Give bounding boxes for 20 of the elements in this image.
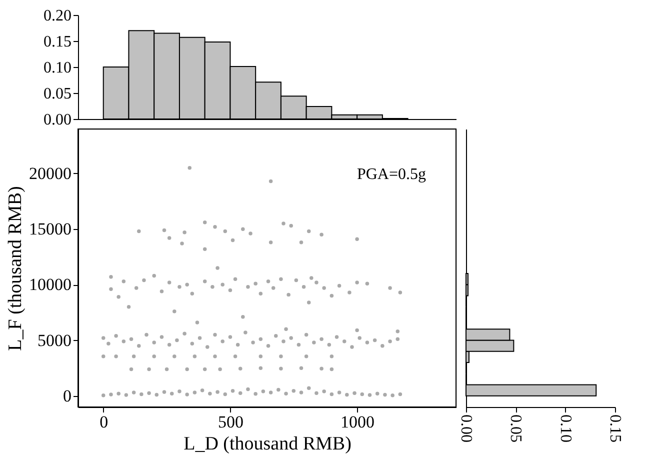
y-tick-label: 0.10 [44,60,72,76]
x-tick-label: 0 [100,412,108,432]
x-tick-label: 0.00 [458,414,474,442]
y-tick-label: 15000 [29,220,72,239]
x-tick-label: 0.15 [606,414,624,442]
y-tick-label: 10000 [29,275,72,294]
x-tick-label: 1000 [340,412,375,432]
y-tick-label: 20000 [29,164,72,183]
x-tick-label: 0.10 [556,414,574,442]
y-tick-label: 5000 [38,330,72,350]
y-tick-label: 0 [63,386,72,406]
x-axis-title: L_D (thousand RMB) [184,434,352,454]
y-axis-title: L_F (thousand RMB) [5,186,26,351]
y-tick-label: 0.05 [44,86,72,102]
annotation: PGA=0.5g [356,166,426,183]
y-tick-label: 0.20 [44,8,72,24]
y-tick-label: 0.15 [44,34,72,50]
x-tick-label: 500 [218,412,244,432]
y-tick-label: 0.00 [44,112,72,128]
x-tick-label: 0.05 [507,414,524,442]
